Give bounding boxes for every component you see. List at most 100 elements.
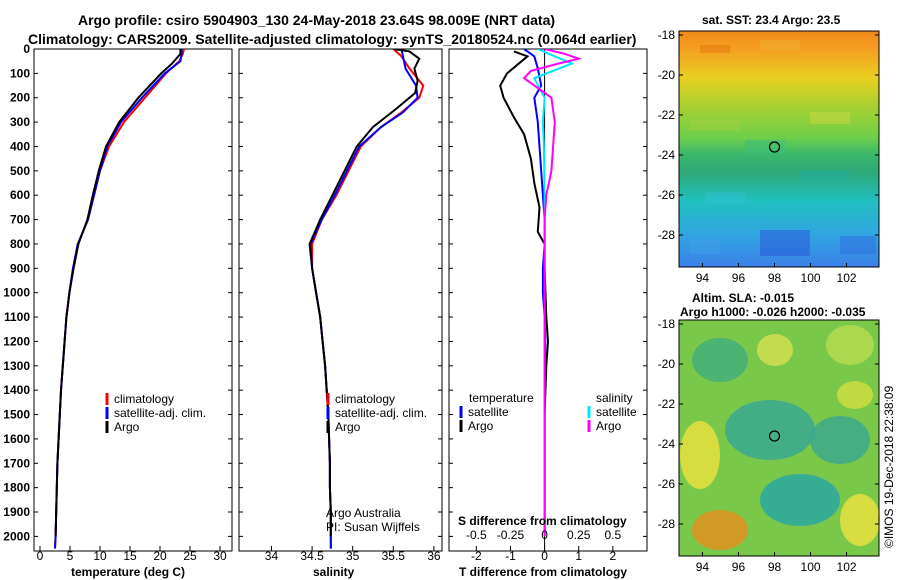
- sst-map-texture: [690, 40, 876, 256]
- pressure-tick-label: 1000: [3, 286, 30, 300]
- t-tick-label: 0: [37, 549, 44, 563]
- map-lat-label: -22: [658, 397, 676, 411]
- salinity-legend: climatology satellite-adj. clim. Argo Ar…: [326, 392, 427, 534]
- credit-line-1: Argo Australia: [326, 506, 401, 520]
- difference-axis-label: T difference from climatology: [459, 565, 627, 579]
- pressure-tick-label: 1600: [3, 432, 30, 446]
- s-tick-label: 35: [346, 549, 360, 563]
- t-tick-label: 5: [67, 549, 74, 563]
- pressure-tick-label: 100: [10, 66, 30, 80]
- pressure-tick-label: 1100: [4, 310, 30, 324]
- t-tick-label: 25: [183, 549, 197, 563]
- pressure-tick-label: 1300: [3, 359, 30, 373]
- pressure-tick-label: 2000: [3, 529, 30, 543]
- series-s-argo: [522, 49, 583, 537]
- legend-label-argo: Argo: [335, 420, 361, 434]
- pressure-tick-label: 500: [10, 164, 30, 178]
- temperature-axis-label: temperature (deg C): [71, 565, 185, 579]
- pressure-tick-label: 1800: [3, 481, 30, 495]
- legend-title-salinity: salinity: [596, 391, 633, 405]
- s-tick-label: 36: [427, 549, 441, 563]
- map-lon-label: 100: [801, 560, 821, 574]
- pressure-tick-label: 1700: [3, 456, 30, 470]
- pressure-tick-label: 1200: [3, 334, 30, 348]
- pressure-tick-label: 0: [23, 42, 30, 56]
- s-difference-label: S difference from climatology: [458, 514, 627, 528]
- map-lat-label: -22: [658, 108, 676, 122]
- map-lat-label: -20: [658, 68, 676, 82]
- d-tick-label: 0: [541, 549, 548, 563]
- legend-label-s-argo: Argo: [596, 419, 622, 433]
- legend-label-s-satellite: satellite: [596, 405, 637, 419]
- legend-label-satellite: satellite-adj. clim.: [335, 406, 427, 420]
- map-lat-label: -18: [658, 317, 676, 331]
- series-argo: [54, 49, 182, 537]
- map-lat-label: -28: [658, 517, 676, 531]
- temperature-x-axis: 0 5 10 15 20 25 30: [37, 546, 227, 563]
- s-tick-label: 35.5: [382, 549, 406, 563]
- s-tick-label: -0.5: [466, 528, 487, 542]
- t-tick-label: 15: [123, 549, 137, 563]
- title-line-2: Climatology: CARS2009. Satellite-adjuste…: [28, 31, 636, 47]
- sst-map: -18 -20 -22 -24 -26 -28 94 96 98 100 102: [658, 28, 880, 285]
- s-tick-label: -0.25: [497, 528, 525, 542]
- legend-label-t-argo: Argo: [468, 419, 494, 433]
- s-tick-label: 34: [265, 549, 279, 563]
- series-t-argo: [499, 50, 550, 537]
- legend-label-satellite: satellite-adj. clim.: [114, 406, 206, 420]
- s-difference-ticks: -0.5 -0.25 0 0.25 0.5: [466, 528, 622, 542]
- map-lon-label: 96: [732, 271, 746, 285]
- pressure-tick-label: 1900: [3, 505, 30, 519]
- legend-label-argo: Argo: [114, 420, 140, 434]
- map-lon-label: 102: [837, 560, 857, 574]
- d-tick-label: 2: [610, 549, 617, 563]
- map-lon-label: 100: [801, 271, 821, 285]
- t-tick-label: 20: [153, 549, 167, 563]
- sla-map-title-1: Altim. SLA: -0.015: [692, 291, 794, 305]
- salinity-panel: [238, 48, 443, 552]
- t-tick-label: 30: [213, 549, 227, 563]
- s-tick-label: 0.25: [567, 528, 591, 542]
- d-tick-label: -2: [471, 549, 482, 563]
- legend-label-t-satellite: satellite: [468, 405, 509, 419]
- d-tick-label: 1: [575, 549, 582, 563]
- map-lon-label: 96: [732, 560, 746, 574]
- difference-panel: [448, 48, 648, 552]
- credit-line-2: PI: Susan Wijffels: [326, 520, 420, 534]
- map-lat-label: -18: [658, 28, 676, 42]
- sla-map-blobs: [680, 325, 880, 550]
- map-lat-label: -28: [658, 228, 676, 242]
- sla-map-title-2: Argo h1000: -0.026 h2000: -0.035: [680, 305, 866, 319]
- sst-argo-marker: [768, 141, 781, 153]
- legend-title-temperature: temperature: [469, 391, 534, 405]
- legend-label-climatology: climatology: [335, 392, 395, 406]
- temperature-lines: [54, 49, 185, 549]
- temperature-panel: [33, 48, 233, 552]
- salinity-axis-label: salinity: [313, 565, 355, 579]
- d-tick-label: -1: [505, 549, 516, 563]
- map-lat-label: -24: [658, 437, 676, 451]
- sst-map-axes: -18 -20 -22 -24 -26 -28 94 96 98 100 102: [658, 28, 879, 285]
- pressure-tick-label: 1500: [3, 408, 30, 422]
- difference-legend: temperature salinity satellite Argo sate…: [459, 391, 637, 433]
- s-tick-label: 0: [541, 528, 548, 542]
- sla-map-axes: -18 -20 -22 -24 -26 -28 94 96 98 100 102: [658, 317, 879, 574]
- series-argo: [308, 49, 421, 537]
- pressure-tick-label: 600: [10, 188, 30, 202]
- pressure-tick-label: 400: [10, 139, 30, 153]
- map-lon-label: 94: [696, 560, 710, 574]
- pressure-tick-label: 900: [10, 261, 30, 275]
- s-tick-label: 0.5: [605, 528, 622, 542]
- map-lat-label: -20: [658, 357, 676, 371]
- map-lon-label: 94: [696, 271, 710, 285]
- pressure-tick-label: 700: [10, 213, 30, 227]
- map-lon-label: 98: [768, 271, 782, 285]
- map-lon-label: 102: [837, 271, 857, 285]
- pressure-tick-label: 300: [10, 115, 30, 129]
- pressure-tick-label: 200: [10, 91, 30, 105]
- sst-map-title: sat. SST: 23.4 Argo: 23.5: [702, 13, 841, 27]
- sla-argo-marker: [768, 430, 781, 442]
- map-lat-label: -26: [658, 477, 676, 491]
- t-tick-label: 10: [93, 549, 107, 563]
